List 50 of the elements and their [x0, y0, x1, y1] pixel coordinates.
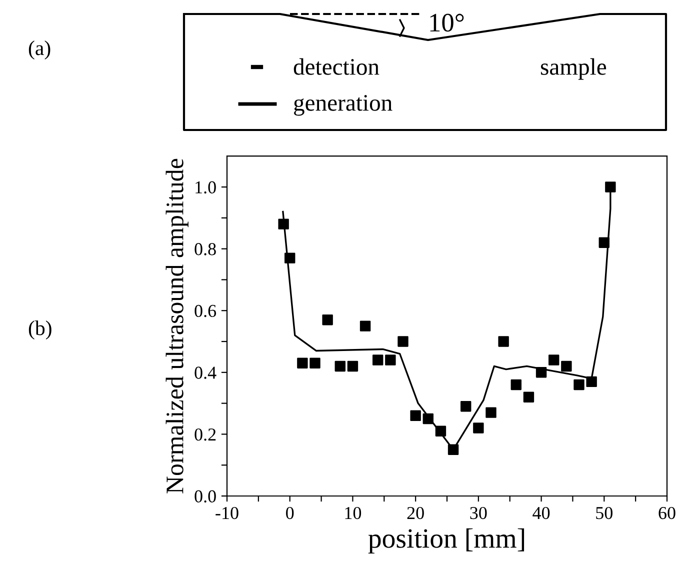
- x-tick-label: 30: [470, 506, 487, 520]
- point: [574, 379, 584, 390]
- point: [385, 354, 396, 366]
- text: (b): [28, 320, 52, 340]
- y-tick-label: 1.0: [196, 181, 216, 194]
- point: [561, 360, 572, 372]
- point: [398, 336, 408, 347]
- point: [297, 358, 308, 368]
- y-tick-label: 0.0: [194, 490, 216, 503]
- point: [372, 354, 384, 366]
- point: [473, 422, 484, 434]
- x-tick-label: 20: [407, 506, 424, 520]
- x-axis-title: position [mm]: [368, 528, 524, 554]
- point: [278, 218, 289, 230]
- point: [548, 354, 560, 366]
- y-tick-label: 0.6: [194, 304, 216, 318]
- point: [586, 376, 597, 388]
- y-tick-label: 0.4: [194, 366, 216, 379]
- y-axis-title: Normalized ultrasound amplitude: [166, 158, 188, 494]
- point: [410, 410, 421, 422]
- text: generation: [294, 94, 392, 116]
- x-tick-label: 40: [532, 506, 550, 520]
- point: [334, 360, 346, 372]
- y-tick-label: 0.2: [194, 428, 216, 441]
- x-tick-label: 10: [345, 506, 362, 520]
- point: [284, 252, 296, 264]
- x-tick-label: -10: [216, 506, 238, 520]
- x-tick-label: 60: [658, 506, 676, 520]
- point: [605, 182, 616, 192]
- y-tick-label: 0.8: [194, 243, 216, 256]
- point: [347, 360, 358, 372]
- point: [422, 413, 434, 424]
- point: [498, 336, 509, 347]
- point: [536, 367, 547, 378]
- text: (a): [28, 40, 50, 60]
- text: 10°: [430, 14, 464, 32]
- point: [448, 444, 459, 456]
- point: [460, 401, 472, 412]
- x-tick-label: 0: [286, 506, 294, 520]
- x-tick-label: 50: [596, 506, 612, 520]
- text: detection: [294, 58, 380, 75]
- point: [486, 407, 496, 418]
- point: [598, 237, 610, 248]
- point: [435, 426, 446, 436]
- point: [523, 392, 534, 402]
- point: [510, 379, 522, 390]
- point: [322, 314, 333, 326]
- text: sample: [540, 58, 606, 80]
- point: [310, 358, 320, 368]
- point: [360, 320, 371, 332]
